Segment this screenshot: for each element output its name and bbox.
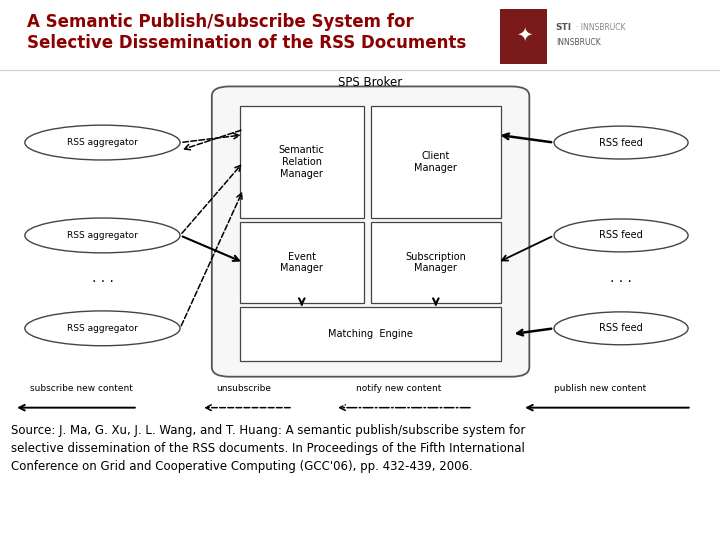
Ellipse shape [24, 218, 180, 253]
Ellipse shape [554, 126, 688, 159]
Text: · · ·: · · · [610, 275, 632, 289]
Text: RSS aggregator: RSS aggregator [67, 231, 138, 240]
Text: Matching  Engine: Matching Engine [328, 329, 413, 339]
Text: RSS aggregator: RSS aggregator [67, 324, 138, 333]
Text: Event
Manager: Event Manager [280, 252, 323, 273]
Text: www.sti-innsbruck.at: www.sti-innsbruck.at [11, 522, 105, 530]
Text: A Semantic Publish/Subscribe System for
Selective Dissemination of the RSS Docum: A Semantic Publish/Subscribe System for … [27, 13, 467, 52]
Ellipse shape [554, 312, 688, 345]
Text: SPS Broker: SPS Broker [338, 76, 402, 89]
FancyBboxPatch shape [371, 222, 501, 303]
Ellipse shape [24, 311, 180, 346]
Text: subscribe new content: subscribe new content [30, 384, 132, 393]
FancyBboxPatch shape [371, 106, 501, 218]
FancyBboxPatch shape [240, 307, 501, 361]
Text: Semantic
Relation
Manager: Semantic Relation Manager [279, 145, 325, 179]
Text: STI: STI [556, 23, 572, 32]
Text: 169: 169 [685, 522, 702, 530]
Text: RSS feed: RSS feed [599, 138, 643, 147]
Text: RSS aggregator: RSS aggregator [67, 138, 138, 147]
Text: publish new content: publish new content [554, 384, 646, 393]
Text: RSS feed: RSS feed [599, 231, 643, 240]
Bar [500, 9, 547, 64]
Ellipse shape [24, 125, 180, 160]
Text: INNSBRUCK: INNSBRUCK [556, 38, 600, 47]
Text: Client
Manager: Client Manager [415, 151, 457, 173]
Text: · INNSBRUCK: · INNSBRUCK [576, 23, 626, 32]
Text: · · ·: · · · [91, 275, 113, 289]
FancyBboxPatch shape [240, 222, 364, 303]
FancyBboxPatch shape [240, 106, 364, 218]
Text: notify new content: notify new content [356, 384, 441, 393]
Text: Source: J. Ma, G. Xu, J. L. Wang, and T. Huang: A semantic publish/subscribe sys: Source: J. Ma, G. Xu, J. L. Wang, and T.… [11, 424, 525, 473]
Text: RSS feed: RSS feed [599, 323, 643, 333]
Ellipse shape [554, 219, 688, 252]
FancyBboxPatch shape [212, 86, 529, 377]
Text: unsubscribe: unsubscribe [216, 384, 271, 393]
Text: Subscription
Manager: Subscription Manager [405, 252, 467, 273]
Text: ✦: ✦ [516, 25, 532, 44]
